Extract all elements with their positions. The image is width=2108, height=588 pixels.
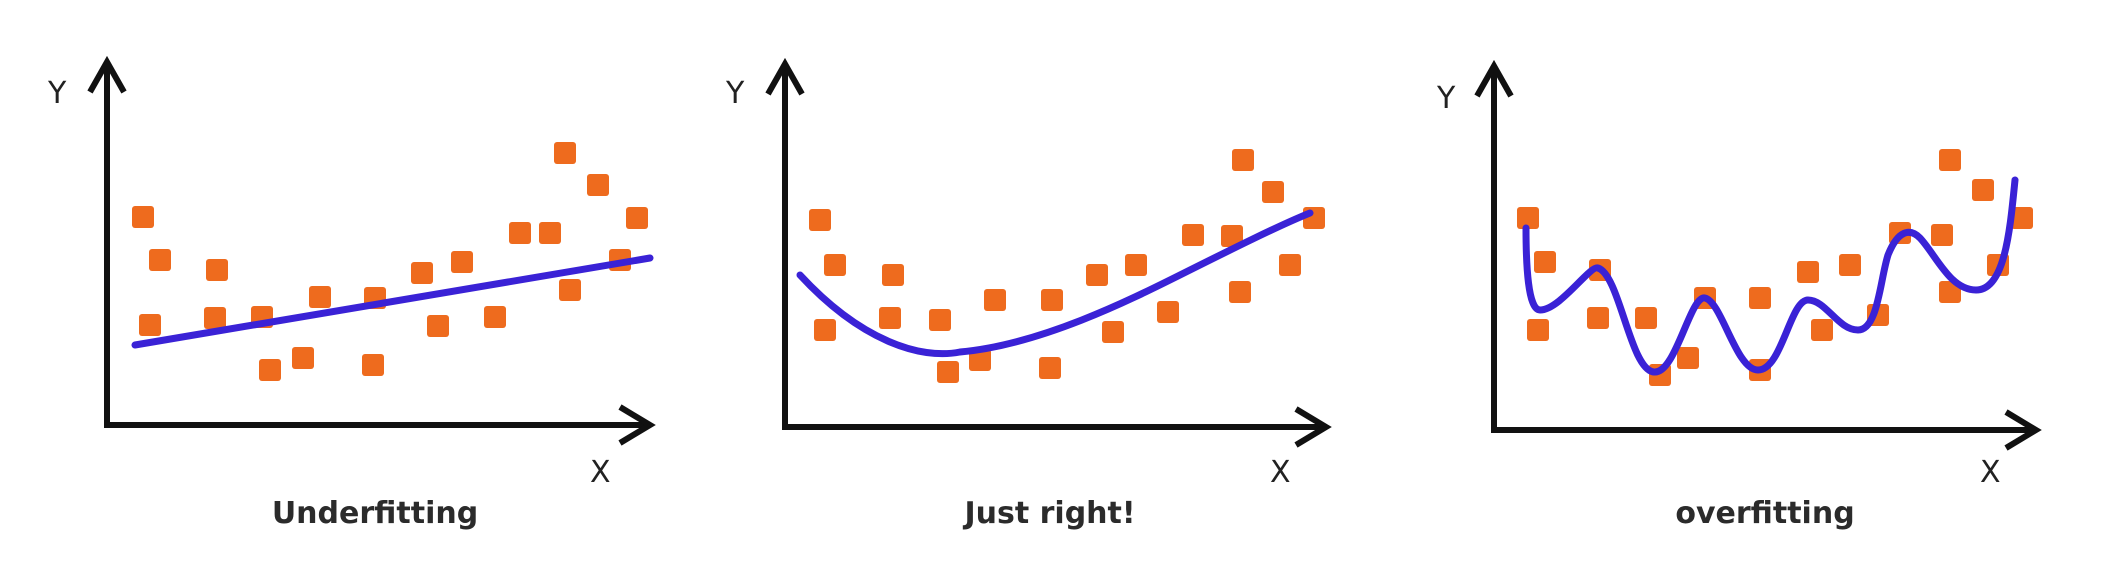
y-axis-label: Y (725, 76, 745, 111)
data-point-marker (1262, 181, 1284, 203)
y-axis-arrowhead (765, 57, 805, 96)
data-points (809, 149, 1325, 383)
x-axis-arrowhead (2004, 409, 2042, 451)
data-point-marker (1182, 224, 1204, 246)
data-point-marker (484, 306, 506, 328)
data-point-marker (1229, 281, 1251, 303)
data-point-marker (809, 209, 831, 231)
data-point-marker (1839, 254, 1861, 276)
data-point-marker (132, 206, 154, 228)
data-point-marker (1811, 319, 1833, 341)
data-point-marker (149, 249, 171, 271)
axes (765, 57, 1332, 448)
data-point-marker (1677, 347, 1699, 369)
panel-underfitting: Y X Underfitting (47, 55, 656, 531)
data-point-marker (1797, 261, 1819, 283)
data-point-marker (879, 307, 901, 329)
data-point-marker (1534, 251, 1556, 273)
data-point-marker (814, 319, 836, 341)
data-point-marker (1221, 225, 1243, 247)
data-point-marker (1972, 179, 1994, 201)
data-point-marker (539, 222, 561, 244)
data-point-marker (969, 349, 991, 371)
y-axis-label: Y (1436, 81, 1456, 116)
data-point-marker (559, 279, 581, 301)
panel-caption: Just right! (962, 496, 1135, 531)
data-point-marker (1931, 224, 1953, 246)
data-point-marker (1157, 301, 1179, 323)
data-point-marker (937, 361, 959, 383)
data-point-marker (204, 307, 226, 329)
data-point-marker (1939, 281, 1961, 303)
data-point-marker (1279, 254, 1301, 276)
axes (87, 55, 656, 446)
panel-just-right: Y X Just right! (725, 57, 1332, 531)
x-axis-label: X (1270, 455, 1291, 490)
data-point-marker (411, 262, 433, 284)
x-axis-arrowhead (618, 404, 656, 446)
data-point-marker (1587, 307, 1609, 329)
panel-caption: overfitting (1675, 496, 1854, 531)
data-point-marker (1086, 264, 1108, 286)
y-axis-arrowhead (1474, 59, 1514, 98)
y-axis-arrowhead (87, 55, 127, 94)
data-point-marker (1527, 319, 1549, 341)
data-point-marker (1232, 149, 1254, 171)
data-point-marker (1125, 254, 1147, 276)
data-point-marker (824, 254, 846, 276)
data-point-marker (929, 309, 951, 331)
panel-caption: Underfitting (272, 496, 478, 531)
data-points (132, 142, 648, 381)
data-point-marker (206, 259, 228, 281)
data-point-marker (292, 347, 314, 369)
axes (1474, 59, 2042, 451)
x-axis-label: X (1980, 455, 2001, 490)
data-point-marker (139, 314, 161, 336)
data-point-marker (2011, 207, 2033, 229)
data-point-marker (1939, 149, 1961, 171)
data-point-marker (1041, 289, 1063, 311)
y-axis-label: Y (47, 76, 67, 111)
data-point-marker (554, 142, 576, 164)
x-axis-label: X (590, 455, 611, 490)
data-point-marker (626, 207, 648, 229)
data-point-marker (882, 264, 904, 286)
data-point-marker (1102, 321, 1124, 343)
panel-overfitting: Y X overfitting (1436, 59, 2042, 531)
data-point-marker (1749, 287, 1771, 309)
data-point-marker (984, 289, 1006, 311)
data-point-marker (451, 251, 473, 273)
data-point-marker (1517, 207, 1539, 229)
data-point-marker (427, 315, 449, 337)
data-point-marker (1039, 357, 1061, 379)
data-point-marker (309, 286, 331, 308)
data-point-marker (259, 359, 281, 381)
data-point-marker (1635, 307, 1657, 329)
fit-curve-quadratic (796, 209, 1314, 358)
data-point-marker (587, 174, 609, 196)
x-axis-arrowhead (1294, 406, 1332, 448)
fit-curve-wiggly (1522, 176, 2019, 376)
fit-curve-linear (131, 254, 654, 349)
data-point-marker (362, 354, 384, 376)
data-point-marker (509, 222, 531, 244)
